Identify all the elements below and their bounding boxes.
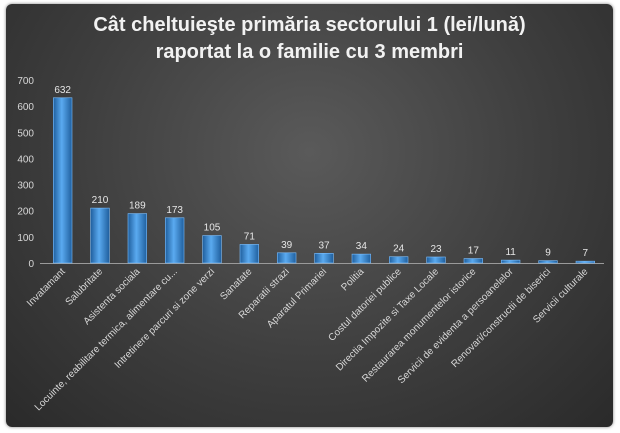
bar (165, 217, 185, 264)
data-label: 24 (393, 244, 405, 255)
bar (314, 253, 334, 264)
y-tick-label: 700 (17, 76, 34, 87)
bar (277, 252, 297, 264)
data-label: 17 (468, 246, 480, 257)
data-label: 632 (54, 85, 71, 96)
chart-title: Cât cheltuieşte primăria sectorului 1 (l… (6, 12, 613, 66)
y-tick-label: 100 (17, 233, 34, 244)
y-tick-label: 200 (17, 207, 34, 218)
data-label: 71 (244, 231, 256, 242)
bar (202, 235, 222, 264)
data-label: 34 (356, 241, 368, 252)
bar (426, 256, 446, 264)
data-label: 37 (318, 240, 330, 251)
data-label: 9 (545, 248, 551, 259)
data-label: 11 (505, 247, 516, 258)
bars-group: 632 210 189 173 105 71 39 37 34 24 23 17 11 9 7 (53, 85, 595, 264)
bar (538, 260, 558, 264)
y-tick-label: 400 (17, 154, 34, 165)
bar (90, 207, 110, 264)
data-label: 173 (166, 205, 183, 216)
y-tick-label: 600 (17, 102, 34, 113)
bar (501, 259, 521, 264)
bar (127, 213, 147, 264)
y-tick-label: 0 (28, 259, 34, 270)
bar (239, 244, 259, 264)
bar (53, 97, 73, 264)
x-tick-label: Politia (339, 266, 366, 293)
chart-title-line-2: raportat la o familie cu 3 membri (155, 41, 464, 63)
data-label: 189 (129, 201, 146, 212)
bar (351, 253, 371, 264)
bar (389, 256, 409, 264)
y-tick-label: 500 (17, 128, 34, 139)
bar (575, 260, 595, 264)
data-label: 7 (583, 248, 589, 259)
data-label: 23 (430, 244, 442, 255)
data-label: 210 (92, 195, 109, 206)
x-tick-label: Sanatate (218, 266, 254, 302)
x-tick-label: Costul datoriei publice (326, 266, 404, 344)
chart-title-line-1: Cât cheltuieşte primăria sectorului 1 (l… (93, 14, 526, 36)
y-tick-label: 300 (17, 181, 34, 192)
data-label: 39 (281, 240, 293, 251)
x-tick-label: Locuinte, reabilitare termica, alimentar… (33, 266, 180, 413)
data-label: 105 (204, 223, 221, 234)
bar (463, 258, 483, 264)
y-axis: 0 100 200 300 400 500 600 700 (17, 76, 604, 270)
chart-frame: Cât cheltuieşte primăria sectorului 1 (l… (6, 4, 613, 427)
x-tick-label: Invatamant (25, 266, 68, 309)
